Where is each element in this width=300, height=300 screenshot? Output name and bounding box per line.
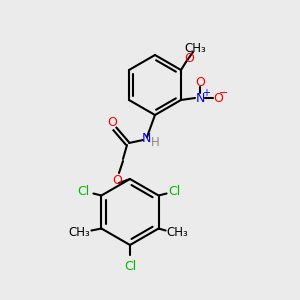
Text: O: O (184, 52, 194, 64)
Text: CH₃: CH₃ (167, 226, 188, 239)
Text: CH₃: CH₃ (184, 41, 206, 55)
Text: H: H (151, 136, 159, 149)
Text: Cl: Cl (77, 185, 89, 198)
Text: O: O (112, 173, 122, 187)
Text: +: + (202, 88, 210, 98)
Text: −: − (219, 88, 229, 98)
Text: CH₃: CH₃ (68, 226, 90, 239)
Text: O: O (195, 76, 205, 88)
Text: O: O (213, 92, 223, 104)
Text: N: N (141, 131, 151, 145)
Text: Cl: Cl (169, 185, 181, 198)
Text: N: N (195, 92, 205, 104)
Text: Cl: Cl (124, 260, 136, 272)
Text: O: O (107, 116, 117, 128)
